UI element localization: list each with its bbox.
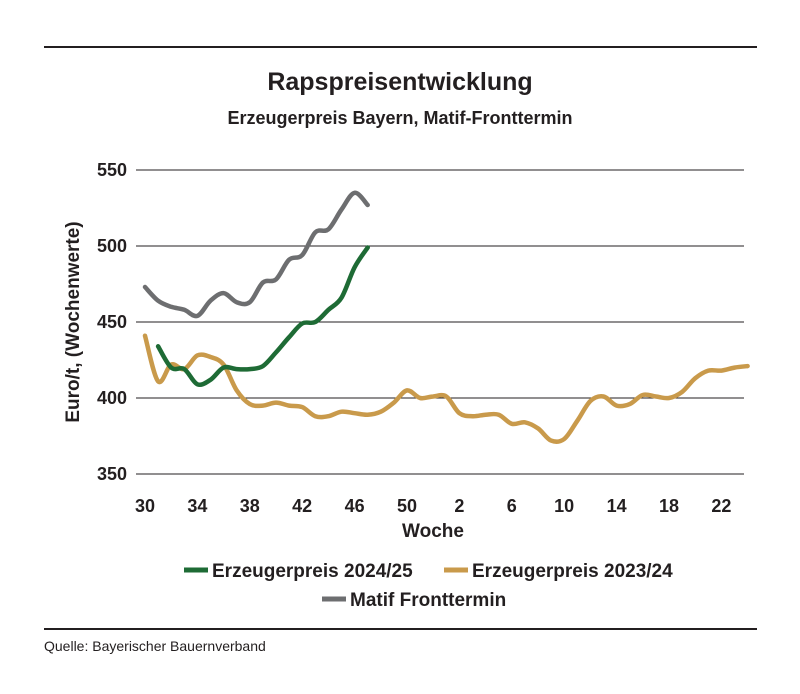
x-tick-label: 2	[454, 496, 464, 516]
series-line-2	[142, 190, 370, 319]
x-axis-label: Woche	[402, 521, 464, 542]
y-axis-label: Euro/t, (Wochenwerte)	[63, 221, 84, 422]
legend-label-2: Matif Fronttermin	[350, 590, 506, 611]
series-line-0	[155, 245, 370, 387]
y-tick-labels: 350 400 450 500 550	[97, 160, 127, 484]
x-tick-label: 42	[292, 496, 312, 516]
x-tick-label: 18	[659, 496, 679, 516]
x-tick-labels: 30 34 38 42 46 50 2 6 10 14 18 22	[135, 496, 731, 516]
chart-title: Rapspreisentwicklung	[267, 68, 533, 96]
chart-subtitle: Erzeugerpreis Bayern, Matif-Fronttermin	[227, 108, 573, 128]
grid-lines	[136, 169, 744, 475]
x-tick-label: 34	[187, 496, 207, 516]
y-tick-label: 550	[97, 160, 127, 180]
legend: Erzeugerpreis 2024/25 Erzeugerpreis 2023/…	[184, 561, 673, 611]
y-tick-label: 350	[97, 464, 127, 484]
x-tick-label: 22	[711, 496, 731, 516]
x-tick-label: 6	[507, 496, 517, 516]
x-tick-label: 10	[554, 496, 574, 516]
y-tick-label: 450	[97, 312, 127, 332]
x-tick-label: 14	[607, 496, 627, 516]
legend-label-1: Erzeugerpreis 2023/24	[472, 561, 673, 582]
y-tick-label: 400	[97, 388, 127, 408]
series-lines	[142, 190, 750, 444]
x-tick-label: 30	[135, 496, 155, 516]
top-rule	[44, 46, 757, 48]
series-line-1	[142, 333, 750, 444]
x-tick-label: 38	[240, 496, 260, 516]
y-tick-label: 500	[97, 236, 127, 256]
bottom-rule	[44, 628, 757, 630]
x-tick-label: 50	[397, 496, 417, 516]
source-note: Quelle: Bayerischer Bauernverband	[44, 638, 266, 654]
legend-label-0: Erzeugerpreis 2024/25	[212, 561, 413, 582]
x-tick-label: 46	[345, 496, 365, 516]
